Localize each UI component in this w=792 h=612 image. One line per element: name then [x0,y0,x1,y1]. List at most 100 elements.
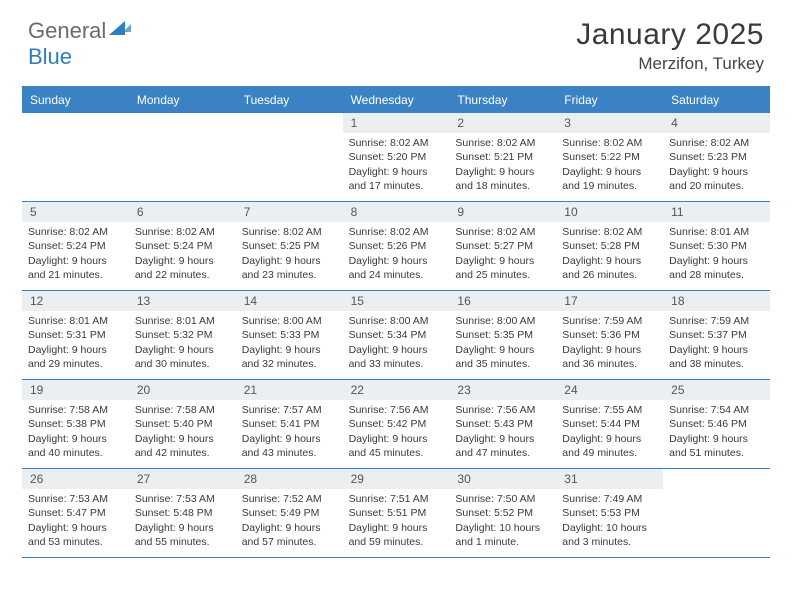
daylight-text: Daylight: 9 hours and 51 minutes. [669,432,764,460]
sunrise-text: Sunrise: 7:56 AM [455,403,550,417]
weeks-container: 1 Sunrise: 8:02 AM Sunset: 5:20 PM Daylight… [22,113,770,558]
sunset-text: Sunset: 5:38 PM [28,417,123,431]
title-block: January 2025 Merzifon, Turkey [576,18,764,74]
sunrise-text: Sunrise: 7:50 AM [455,492,550,506]
day-cell [129,113,236,201]
sunset-text: Sunset: 5:53 PM [562,506,657,520]
day-number: 6 [129,202,236,222]
sunset-text: Sunset: 5:28 PM [562,239,657,253]
sunrise-text: Sunrise: 8:00 AM [455,314,550,328]
logo-triangle-small-icon [123,24,131,32]
day-number: 24 [556,380,663,400]
day-cell: 8Sunrise: 8:02 AMSunset: 5:26 PMDaylight… [343,202,450,290]
daylight-text: Daylight: 9 hours and 28 minutes. [669,254,764,282]
sunrise-text: Sunrise: 8:01 AM [135,314,230,328]
day-number: 5 [22,202,129,222]
sunrise-text: Sunrise: 7:53 AM [28,492,123,506]
daylight-text: Daylight: 9 hours and 33 minutes. [349,343,444,371]
sunrise-text: Sunrise: 8:01 AM [28,314,123,328]
sunset-text: Sunset: 5:24 PM [28,239,123,253]
daylight-text: Daylight: 9 hours and 21 minutes. [28,254,123,282]
logo-text-blue: Blue [28,44,72,70]
day-cell: 14Sunrise: 8:00 AMSunset: 5:33 PMDayligh… [236,291,343,379]
day-cell [22,113,129,201]
day-number: 31 [556,469,663,489]
day-cell: 21Sunrise: 7:57 AMSunset: 5:41 PMDayligh… [236,380,343,468]
location: Merzifon, Turkey [576,54,764,74]
day-cell: 27Sunrise: 7:53 AMSunset: 5:48 PMDayligh… [129,469,236,557]
day-cell: 23Sunrise: 7:56 AMSunset: 5:43 PMDayligh… [449,380,556,468]
daylight-text: Daylight: 9 hours and 26 minutes. [562,254,657,282]
day-number: 17 [556,291,663,311]
day-cell: 2Sunrise: 8:02 AMSunset: 5:21 PMDaylight… [449,113,556,201]
sunset-text: Sunset: 5:37 PM [669,328,764,342]
daylight-text: Daylight: 9 hours and 24 minutes. [349,254,444,282]
daylight-text: Daylight: 9 hours and 45 minutes. [349,432,444,460]
sunset-text: Sunset: 5:46 PM [669,417,764,431]
sunrise-text: Sunrise: 8:02 AM [562,136,657,150]
day-cell: 26Sunrise: 7:53 AMSunset: 5:47 PMDayligh… [22,469,129,557]
daylight-text: Daylight: 9 hours and 22 minutes. [135,254,230,282]
sunset-text: Sunset: 5:44 PM [562,417,657,431]
day-cell: 13Sunrise: 8:01 AMSunset: 5:32 PMDayligh… [129,291,236,379]
sunset-text: Sunset: 5:25 PM [242,239,337,253]
sunrise-text: Sunrise: 7:55 AM [562,403,657,417]
sunset-text: Sunset: 5:20 PM [349,150,444,164]
day-cell: 12 Sunrise: 8:01 AMSunset: 5:31 PMDayligh… [22,291,129,379]
day-cell: 24Sunrise: 7:55 AMSunset: 5:44 PMDayligh… [556,380,663,468]
sunset-text: Sunset: 5:36 PM [562,328,657,342]
sunset-text: Sunset: 5:42 PM [349,417,444,431]
day-cell: 29Sunrise: 7:51 AMSunset: 5:51 PMDayligh… [343,469,450,557]
day-number: 14 [236,291,343,311]
sunset-text: Sunset: 5:27 PM [455,239,550,253]
day-cell: 5 Sunrise: 8:02 AMSunset: 5:24 PMDaylight… [22,202,129,290]
sunrise-text: Sunrise: 8:02 AM [455,225,550,239]
daylight-text: Daylight: 9 hours and 57 minutes. [242,521,337,549]
day-cell: 25Sunrise: 7:54 AMSunset: 5:46 PMDayligh… [663,380,770,468]
dow-monday: Monday [129,88,236,113]
daylight-text: Daylight: 9 hours and 55 minutes. [135,521,230,549]
sunrise-text: Sunrise: 8:02 AM [455,136,550,150]
sunset-text: Sunset: 5:33 PM [242,328,337,342]
sunset-text: Sunset: 5:26 PM [349,239,444,253]
daylight-text: Daylight: 9 hours and 36 minutes. [562,343,657,371]
sunrise-text: Sunrise: 8:02 AM [28,225,123,239]
dow-tuesday: Tuesday [236,88,343,113]
sunset-text: Sunset: 5:21 PM [455,150,550,164]
daylight-text: Daylight: 9 hours and 59 minutes. [349,521,444,549]
daylight-text: Daylight: 9 hours and 32 minutes. [242,343,337,371]
sunrise-text: Sunrise: 8:02 AM [242,225,337,239]
day-cell: 18Sunrise: 7:59 AMSunset: 5:37 PMDayligh… [663,291,770,379]
day-cell: 15Sunrise: 8:00 AMSunset: 5:34 PMDayligh… [343,291,450,379]
daylight-text: Daylight: 9 hours and 35 minutes. [455,343,550,371]
day-number: 1 [343,113,450,133]
sunrise-text: Sunrise: 8:02 AM [135,225,230,239]
day-cell: 11Sunrise: 8:01 AMSunset: 5:30 PMDayligh… [663,202,770,290]
day-number: 25 [663,380,770,400]
daylight-text: Daylight: 10 hours and 1 minute. [455,521,550,549]
dow-thursday: Thursday [449,88,556,113]
day-cell: 16Sunrise: 8:00 AMSunset: 5:35 PMDayligh… [449,291,556,379]
sunrise-text: Sunrise: 8:02 AM [669,136,764,150]
sunset-text: Sunset: 5:31 PM [28,328,123,342]
day-number: 19 [22,380,129,400]
sunrise-text: Sunrise: 7:59 AM [669,314,764,328]
daylight-text: Daylight: 9 hours and 40 minutes. [28,432,123,460]
day-cell: 3Sunrise: 8:02 AMSunset: 5:22 PMDaylight… [556,113,663,201]
day-number: 18 [663,291,770,311]
month-title: January 2025 [576,18,764,52]
day-cell: 20Sunrise: 7:58 AMSunset: 5:40 PMDayligh… [129,380,236,468]
sunset-text: Sunset: 5:24 PM [135,239,230,253]
day-cell [236,113,343,201]
daylight-text: Daylight: 9 hours and 19 minutes. [562,165,657,193]
day-number: 27 [129,469,236,489]
sunset-text: Sunset: 5:22 PM [562,150,657,164]
daylight-text: Daylight: 9 hours and 53 minutes. [28,521,123,549]
day-number: 7 [236,202,343,222]
sunrise-text: Sunrise: 7:53 AM [135,492,230,506]
sunset-text: Sunset: 5:30 PM [669,239,764,253]
sunrise-text: Sunrise: 7:57 AM [242,403,337,417]
day-number: 28 [236,469,343,489]
daylight-text: Daylight: 9 hours and 29 minutes. [28,343,123,371]
day-number: 12 [22,291,129,311]
